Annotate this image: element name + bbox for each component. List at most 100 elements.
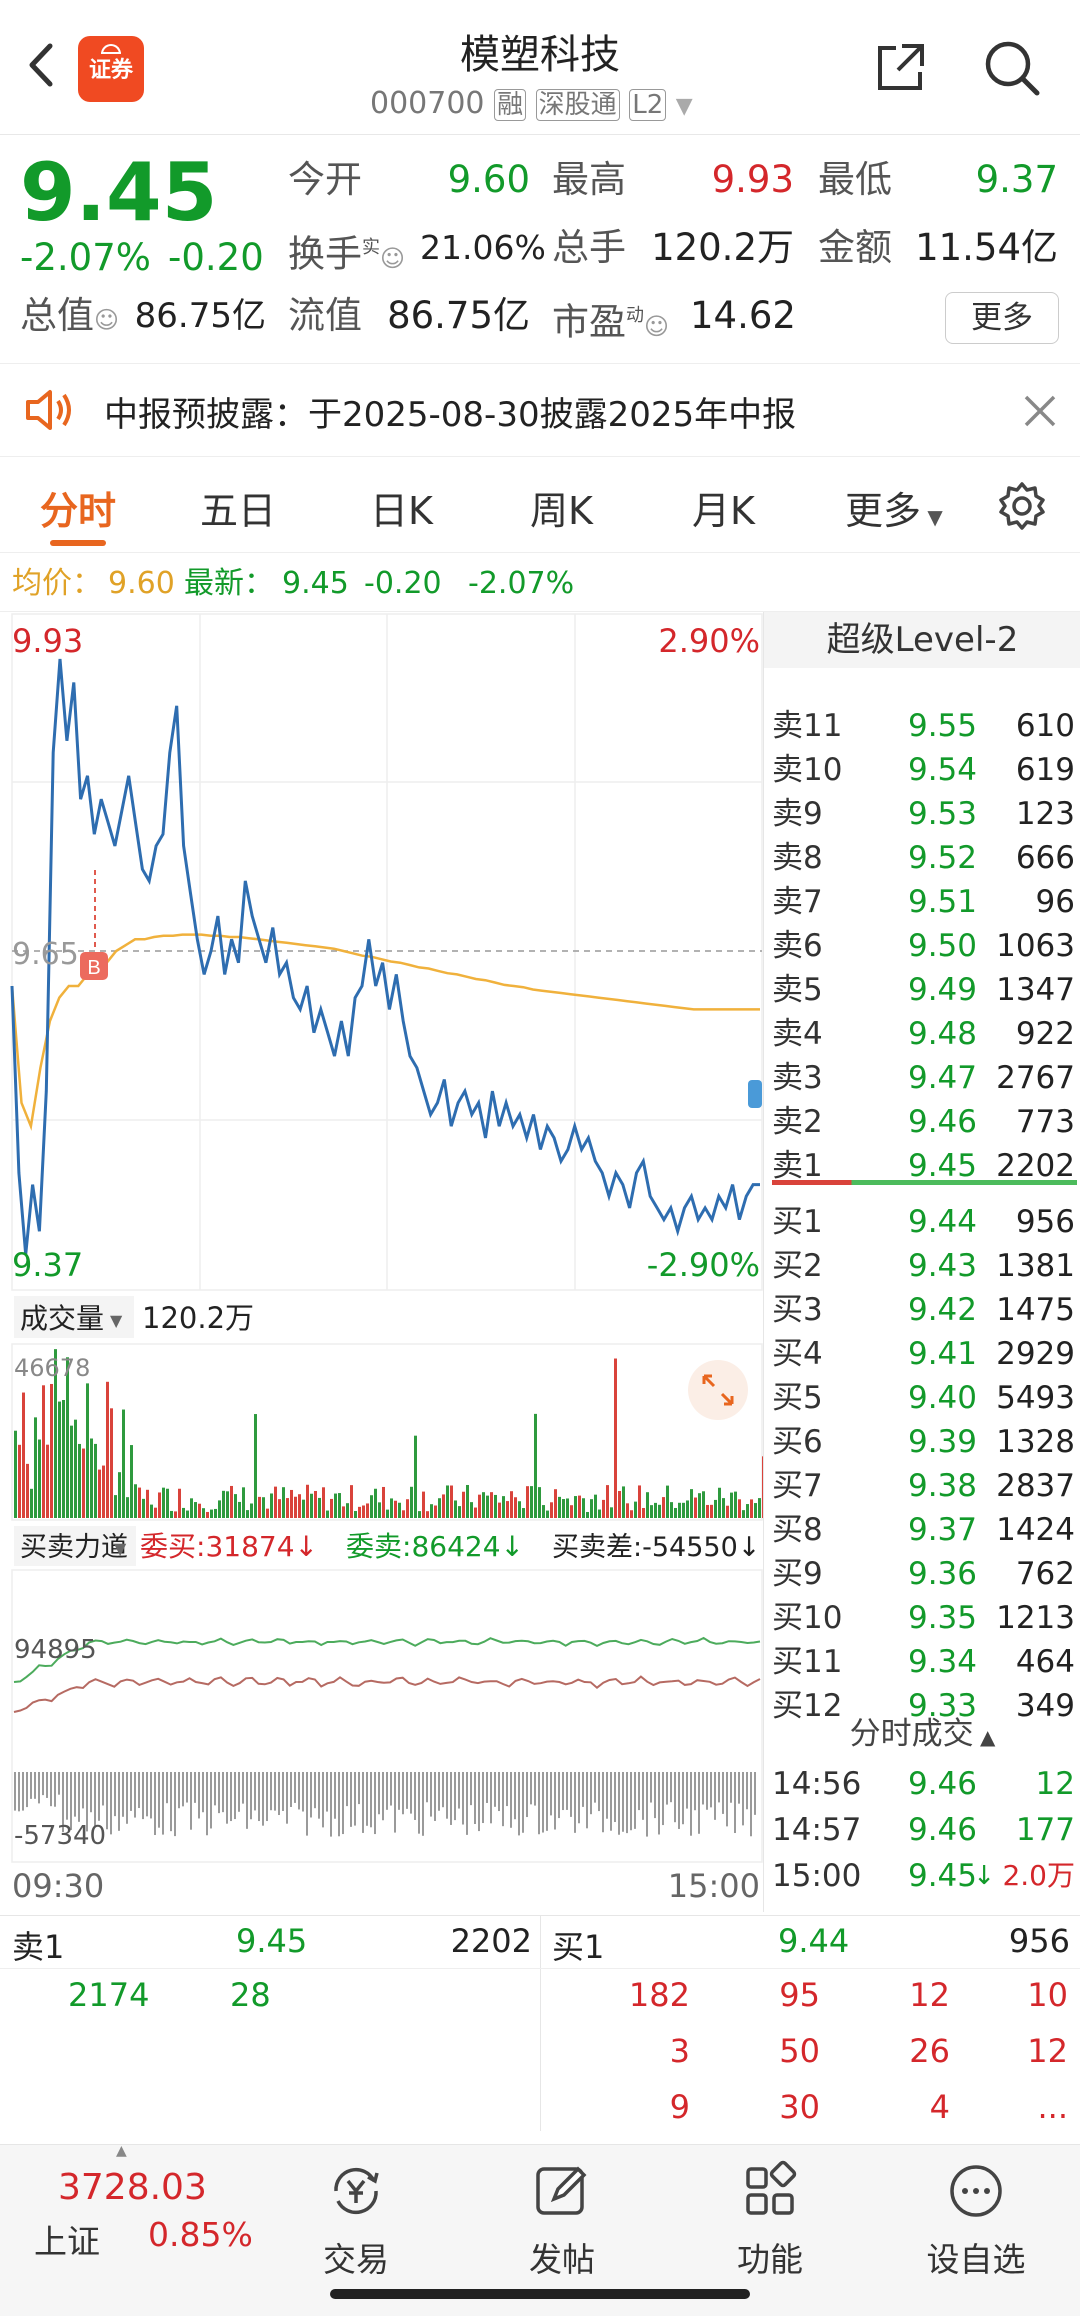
- expand-icon: [702, 1374, 734, 1406]
- notice-bar[interactable]: 中报预披露：于2025-08-30披露2025年中报: [0, 365, 1080, 457]
- ask-volume: 610: [1015, 708, 1075, 744]
- orderbook-header[interactable]: 超级Level-2: [764, 612, 1080, 668]
- bid-row[interactable]: 买5 9.40 5493: [764, 1376, 1080, 1420]
- volume-bar: [646, 1492, 649, 1518]
- bid-row[interactable]: 买11 9.34 464: [764, 1640, 1080, 1684]
- bid-row[interactable]: 买8 9.37 1424: [764, 1508, 1080, 1552]
- nav-trade[interactable]: 交易: [276, 2159, 436, 2281]
- bid-price: 9.44: [907, 1204, 977, 1240]
- buy-marker[interactable]: B: [80, 870, 108, 980]
- volume-bar: [198, 1503, 201, 1518]
- bid-row[interactable]: 买4 9.41 2929: [764, 1332, 1080, 1376]
- tag-rong: 融: [494, 89, 527, 121]
- intraday-chart[interactable]: B 9.93 9.65 9.37 2.90% -2.90% 成交量 ▼ 120.…: [0, 612, 763, 1912]
- tab-day-k[interactable]: 日K: [370, 489, 433, 533]
- volume-bar: [274, 1486, 277, 1518]
- volume-bar: [670, 1502, 673, 1518]
- settings-icon[interactable]: [996, 480, 1048, 532]
- bid-row[interactable]: 买1 9.44 956: [764, 1200, 1080, 1244]
- flow-selector-box[interactable]: [14, 1526, 136, 1566]
- bid-row[interactable]: 买2 9.43 1381: [764, 1244, 1080, 1288]
- grid-icon: [746, 2160, 797, 2215]
- nav-functions[interactable]: 功能: [690, 2159, 850, 2281]
- ask-row[interactable]: 卖1 9.45 2202: [764, 1144, 1080, 1188]
- volume-bar: [218, 1500, 221, 1518]
- ask-row[interactable]: 卖2 9.46 773: [764, 1100, 1080, 1144]
- more-button[interactable]: 更多: [945, 292, 1059, 344]
- bid-row[interactable]: 买7 9.38 2837: [764, 1464, 1080, 1508]
- flow-diff-bar: [50, 1772, 52, 1807]
- ask-row[interactable]: 卖3 9.47 2767: [764, 1056, 1080, 1100]
- bid-volume: 5493: [996, 1380, 1075, 1416]
- ask-price: 9.54: [907, 752, 977, 788]
- expand-button[interactable]: [688, 1360, 748, 1420]
- volume-bar: [530, 1486, 533, 1518]
- bid-row[interactable]: 买12 9.33 349: [764, 1684, 1080, 1728]
- ask-row[interactable]: 卖8 9.52 666: [764, 836, 1080, 880]
- volume-bar: [490, 1492, 493, 1518]
- sell-marker-badge[interactable]: [748, 1080, 762, 1108]
- volume-bar: [586, 1511, 589, 1518]
- flow-diff-bar: [642, 1772, 644, 1820]
- nav-watchlist[interactable]: 设自选: [896, 2159, 1056, 2281]
- queue-buy-item: 4: [929, 2088, 950, 2126]
- pct-max-label: 2.90%: [658, 622, 760, 660]
- share-icon[interactable]: [872, 40, 928, 96]
- ask-row[interactable]: 卖5 9.49 1347: [764, 968, 1080, 1012]
- bid-volume: 2837: [996, 1468, 1075, 1504]
- bid-row[interactable]: 买3 9.42 1475: [764, 1288, 1080, 1332]
- ask-row[interactable]: 卖4 9.48 922: [764, 1012, 1080, 1056]
- flow-diff-bar: [646, 1772, 648, 1837]
- volume-bar: [178, 1488, 181, 1518]
- flow-diff-bar: [626, 1772, 628, 1834]
- flow-diff-bar: [338, 1772, 340, 1837]
- flow-diff-bar: [442, 1772, 444, 1808]
- ask-price: 9.46: [907, 1104, 977, 1140]
- queue-buy-item: 95: [779, 1976, 820, 2014]
- info-icon[interactable]: ☺: [644, 312, 670, 341]
- flow-diff-bar: [346, 1772, 348, 1807]
- ask-label: 卖3: [772, 1060, 823, 1096]
- bid-price: 9.34: [907, 1644, 977, 1680]
- flow-diff-bar: [574, 1772, 576, 1833]
- flow-diff-bar: [562, 1772, 564, 1811]
- ask-row[interactable]: 卖9 9.53 123: [764, 792, 1080, 836]
- buy-marker-badge: [80, 952, 108, 980]
- flow-diff-bar: [654, 1772, 656, 1819]
- bid-row[interactable]: 买6 9.39 1328: [764, 1420, 1080, 1464]
- search-icon[interactable]: [982, 38, 1042, 98]
- back-icon[interactable]: [22, 40, 62, 90]
- volume-bar: [382, 1486, 385, 1518]
- info-icon[interactable]: ☺: [94, 306, 120, 334]
- volume-header[interactable]: 成交量 ▼ 120.2万: [14, 1296, 254, 1338]
- bid-volume: 1424: [996, 1512, 1075, 1548]
- volume-bar: [462, 1491, 465, 1518]
- volume-bar: [614, 1358, 617, 1518]
- queue-divider: [540, 1916, 541, 2131]
- close-icon[interactable]: [1022, 393, 1058, 429]
- info-icon[interactable]: ☺: [380, 244, 406, 273]
- tab-more[interactable]: 更多 ▼: [845, 480, 943, 535]
- nav-post[interactable]: 发帖: [482, 2159, 642, 2281]
- bid-row[interactable]: 买10 9.35 1213: [764, 1596, 1080, 1640]
- queue-buy-item: 3: [669, 2032, 690, 2070]
- period-tabs: 分时 五日 日K 周K 月K 更多 ▼: [0, 458, 1080, 553]
- volume-bar: [366, 1503, 369, 1518]
- ask-row[interactable]: 卖6 9.50 1063: [764, 924, 1080, 968]
- dropdown-icon[interactable]: ▼: [675, 94, 693, 119]
- tab-month-k[interactable]: 月K: [692, 489, 755, 533]
- volume-bar: [214, 1508, 217, 1518]
- flow-diff-bar: [134, 1772, 136, 1818]
- tab-five-day[interactable]: 五日: [200, 489, 277, 533]
- trades-header[interactable]: 分时成交 ▲: [764, 1712, 1080, 1756]
- tab-intraday[interactable]: 分时: [40, 489, 117, 533]
- index-ticker[interactable]: ▲ 3728.03 上证 0.85%: [0, 2143, 260, 2317]
- ask-row[interactable]: 卖7 9.51 96: [764, 880, 1080, 924]
- queue-buy-item: 182: [628, 1976, 690, 2014]
- bid-row[interactable]: 买9 9.36 762: [764, 1552, 1080, 1596]
- flow-diff-bar: [502, 1772, 504, 1827]
- ask-row[interactable]: 卖10 9.54 619: [764, 748, 1080, 792]
- ask-row[interactable]: 卖11 9.55 610: [764, 704, 1080, 748]
- tab-week-k[interactable]: 周K: [530, 489, 593, 533]
- volume-bar: [466, 1484, 469, 1518]
